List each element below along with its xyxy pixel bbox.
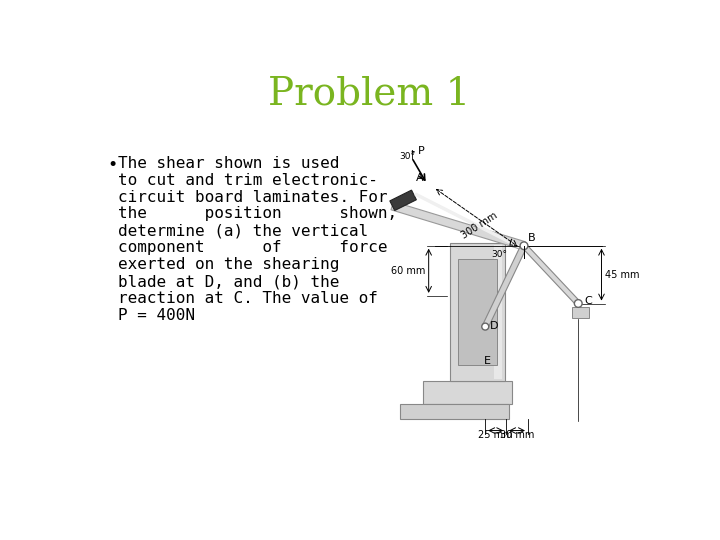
Text: •: • — [107, 156, 117, 174]
Text: 60 mm: 60 mm — [391, 266, 426, 276]
Text: reaction at C. The value of: reaction at C. The value of — [118, 291, 378, 306]
Text: 30°: 30° — [492, 249, 508, 259]
Polygon shape — [391, 201, 526, 250]
Text: The shear shown is used: The shear shown is used — [118, 156, 339, 171]
Text: 30 mm: 30 mm — [500, 430, 534, 440]
Text: C: C — [585, 296, 593, 306]
Bar — [400, 403, 508, 419]
Text: D: D — [490, 321, 498, 331]
Text: A: A — [416, 173, 424, 183]
Text: P = 400N: P = 400N — [118, 308, 195, 323]
Text: 30°: 30° — [399, 152, 415, 161]
Text: circuit board laminates. For: circuit board laminates. For — [118, 190, 387, 205]
Text: Problem 1: Problem 1 — [268, 76, 470, 112]
Text: E: E — [484, 356, 491, 366]
Text: blade at D, and (b) the: blade at D, and (b) the — [118, 274, 339, 289]
Polygon shape — [415, 193, 521, 248]
Text: 300 mm: 300 mm — [459, 211, 499, 241]
Bar — [451, 244, 505, 381]
Bar — [423, 381, 513, 403]
Polygon shape — [482, 245, 527, 328]
Bar — [458, 259, 497, 365]
Circle shape — [482, 323, 489, 330]
Text: to cut and trim electronic-: to cut and trim electronic- — [118, 173, 378, 187]
Text: the      position      shown,: the position shown, — [118, 206, 397, 221]
Text: B: B — [528, 233, 536, 243]
Bar — [494, 245, 502, 379]
Text: P: P — [418, 146, 425, 157]
Polygon shape — [522, 244, 580, 305]
Polygon shape — [390, 190, 416, 211]
Text: exerted on the shearing: exerted on the shearing — [118, 257, 339, 272]
Circle shape — [575, 300, 582, 307]
Circle shape — [520, 242, 528, 249]
Text: 25 mm: 25 mm — [478, 430, 513, 440]
Text: determine (a) the vertical: determine (a) the vertical — [118, 224, 368, 239]
Bar — [572, 307, 589, 318]
Text: component      of      force: component of force — [118, 240, 387, 255]
Text: 45 mm: 45 mm — [605, 269, 639, 280]
